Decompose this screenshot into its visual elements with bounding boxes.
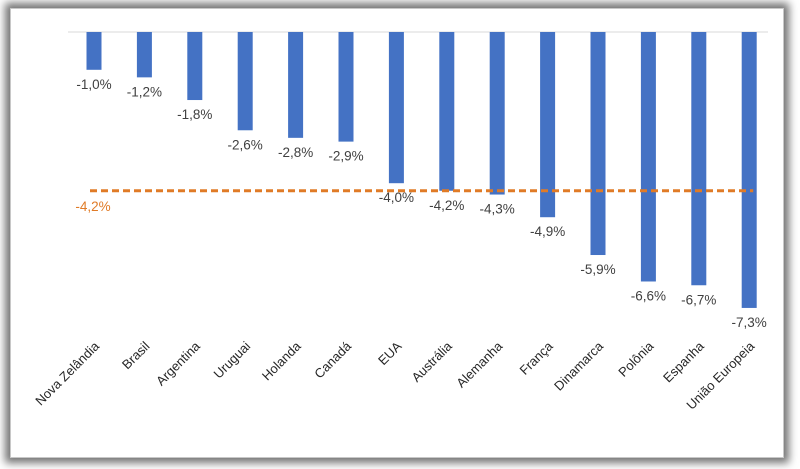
bar-holanda	[288, 32, 304, 138]
bar-uniao-europeia	[741, 32, 757, 308]
value-label-brasil: -1,2%	[127, 84, 162, 99]
value-label-eua: -4,0%	[379, 190, 414, 205]
bar-canada	[338, 32, 354, 142]
value-label-argentina: -1,8%	[177, 107, 212, 122]
bar-polonia	[640, 32, 656, 282]
value-label-espanha: -6,7%	[681, 292, 716, 307]
value-label-australia: -4,2%	[429, 198, 464, 213]
bar-alemanha	[489, 32, 505, 195]
value-label-dinamarca: -5,9%	[580, 262, 615, 277]
value-label-polonia: -6,6%	[631, 288, 666, 303]
category-label-nova-zelandia: Nova Zelândia	[32, 338, 102, 408]
bar-franca	[540, 32, 556, 218]
value-label-uruguai: -2,6%	[228, 137, 263, 152]
value-label-holanda: -2,8%	[278, 145, 313, 160]
category-label-franca: França	[516, 338, 556, 378]
category-label-alemanha: Alemanha	[453, 338, 506, 391]
bar-nova-zelandia	[86, 32, 102, 70]
value-label-uniao-europeia: -7,3%	[732, 315, 767, 330]
category-label-espanha: Espanha	[660, 338, 707, 385]
average-label: -4,2%	[75, 199, 110, 214]
category-label-argentina: Argentina	[153, 338, 204, 389]
bar-argentina	[187, 32, 203, 101]
value-label-alemanha: -4,3%	[480, 202, 515, 217]
bar-australia	[439, 32, 455, 191]
category-label-brasil: Brasil	[119, 338, 153, 372]
bar-dinamarca	[590, 32, 606, 256]
value-label-nova-zelandia: -1,0%	[76, 77, 111, 92]
bar-eua	[388, 32, 404, 184]
bar-brasil	[136, 32, 152, 78]
category-label-dinamarca: Dinamarca	[551, 338, 607, 394]
category-label-uruguai: Uruguai	[211, 338, 254, 381]
category-label-polonia: Polônia	[615, 338, 657, 380]
category-label-holanda: Holanda	[259, 338, 304, 383]
value-label-franca: -4,9%	[530, 224, 565, 239]
category-label-canada: Canadá	[311, 338, 354, 381]
category-label-australia: Austrália	[409, 338, 456, 385]
category-label-eua: EUA	[375, 338, 405, 368]
bar-espanha	[691, 32, 707, 286]
value-label-canada: -2,9%	[328, 149, 363, 164]
bar-uruguai	[237, 32, 253, 131]
